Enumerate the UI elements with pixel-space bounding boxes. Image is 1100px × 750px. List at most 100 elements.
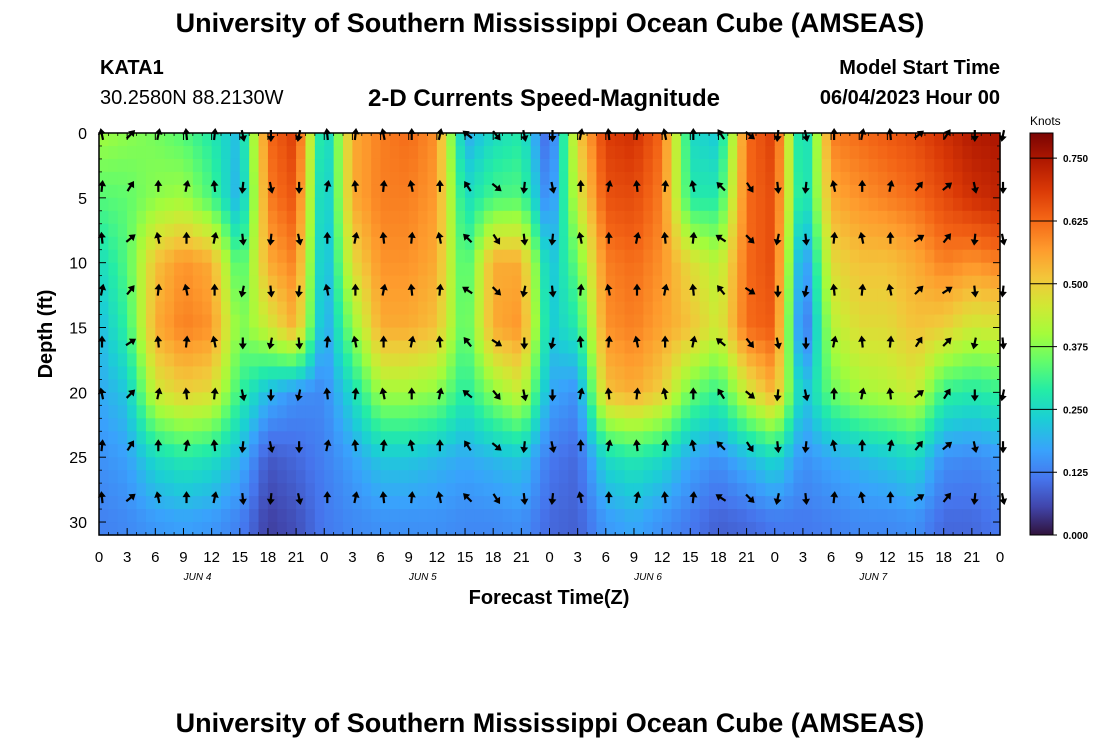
heatmap-cell [399, 366, 410, 380]
heatmap-cell [483, 301, 494, 316]
heatmap-cell [915, 366, 926, 380]
heatmap-cell [521, 249, 532, 264]
heatmap-cell [305, 184, 316, 199]
heatmap-cell [962, 470, 973, 484]
heatmap-cell [127, 249, 138, 264]
heatmap-cell [108, 509, 119, 523]
heatmap-cell [849, 314, 860, 329]
heatmap-cell [239, 444, 250, 458]
current-arrow [210, 283, 219, 296]
heatmap-cell [530, 470, 541, 484]
heatmap-cell [990, 405, 1001, 419]
heatmap-cell [727, 223, 738, 238]
heatmap-cell [540, 340, 551, 355]
heatmap-cell [690, 262, 701, 277]
heatmap-cell [174, 314, 185, 329]
heatmap-cell [183, 158, 194, 173]
heatmap-cell [558, 171, 569, 186]
heatmap-cell [324, 262, 335, 277]
heatmap-cell [690, 496, 701, 510]
heatmap-cell [455, 288, 466, 303]
heatmap-cell [296, 197, 307, 212]
heatmap-cell [981, 236, 992, 251]
heatmap-cell [709, 379, 720, 393]
heatmap-cell [615, 405, 626, 419]
x-tick-label: 6 [151, 549, 159, 566]
heatmap-cell [521, 288, 532, 303]
heatmap-cell [699, 145, 710, 160]
heatmap-cell [774, 457, 785, 471]
heatmap-cell [915, 171, 926, 186]
heatmap-cell [662, 353, 673, 368]
arrow-head [886, 283, 895, 291]
heatmap-cell [286, 444, 297, 458]
heatmap-cell [718, 379, 729, 393]
heatmap-cell [821, 197, 832, 212]
heatmap-cell [877, 392, 888, 406]
heatmap-cell [943, 392, 954, 406]
heatmap-cell [521, 470, 532, 484]
heatmap-cell [183, 509, 194, 523]
heatmap-cell [971, 171, 982, 186]
heatmap-cell [511, 483, 522, 497]
heatmap-cell [136, 340, 147, 355]
heatmap-cell [718, 327, 729, 342]
heatmap-cell [202, 327, 213, 342]
heatmap-cell [643, 197, 654, 212]
heatmap-cell [436, 405, 447, 419]
heatmap-cell [399, 210, 410, 225]
arrow-head [323, 491, 332, 498]
heatmap-cell [896, 444, 907, 458]
heatmap-cell [211, 379, 222, 393]
heatmap-cell [802, 431, 813, 445]
heatmap-cell [953, 379, 964, 393]
current-arrow [407, 283, 416, 296]
current-arrow [576, 283, 585, 296]
heatmap-cell [108, 496, 119, 510]
current-arrow [435, 231, 444, 244]
heatmap-cell [802, 223, 813, 238]
heatmap-cell [493, 171, 504, 186]
heatmap-cell [877, 236, 888, 251]
heatmap-cell [127, 236, 138, 251]
heatmap-cell [643, 133, 654, 147]
heatmap-cell [446, 444, 457, 458]
heatmap-cell [239, 288, 250, 303]
current-arrow [886, 387, 895, 400]
heatmap-cell [755, 158, 766, 173]
arrow-head [802, 135, 811, 142]
heatmap-cell [474, 133, 485, 147]
heatmap-cell [408, 496, 419, 510]
current-arrow [858, 387, 867, 400]
heatmap-cell [127, 197, 138, 212]
heatmap-cell [774, 314, 785, 329]
heatmap-cell [558, 366, 569, 380]
heatmap-cell [859, 392, 870, 406]
arrow-head [435, 335, 444, 342]
heatmap-cell [615, 470, 626, 484]
heatmap-cell [784, 483, 795, 497]
heatmap-cell [633, 133, 644, 147]
heatmap-cell [277, 483, 288, 497]
arrow-head [464, 440, 471, 448]
heatmap-cell [727, 262, 738, 277]
heatmap-cell [258, 249, 269, 264]
arrow-head [970, 498, 979, 506]
heatmap-cell [296, 431, 307, 445]
heatmap-cell [887, 262, 898, 277]
current-arrow [266, 130, 275, 142]
heatmap-cell [633, 262, 644, 277]
current-arrow [970, 233, 979, 246]
heatmap-cell [540, 314, 551, 329]
heatmap-cell [868, 314, 879, 329]
heatmap-cell [511, 353, 522, 368]
heatmap-cell [221, 275, 231, 290]
heatmap-cell [596, 275, 607, 290]
heatmap-cell [474, 301, 485, 316]
heatmap-cell [202, 353, 213, 368]
heatmap-cell [352, 327, 363, 342]
arrow-head [632, 335, 641, 343]
heatmap-cell [418, 353, 429, 368]
arrow-head [127, 285, 135, 293]
